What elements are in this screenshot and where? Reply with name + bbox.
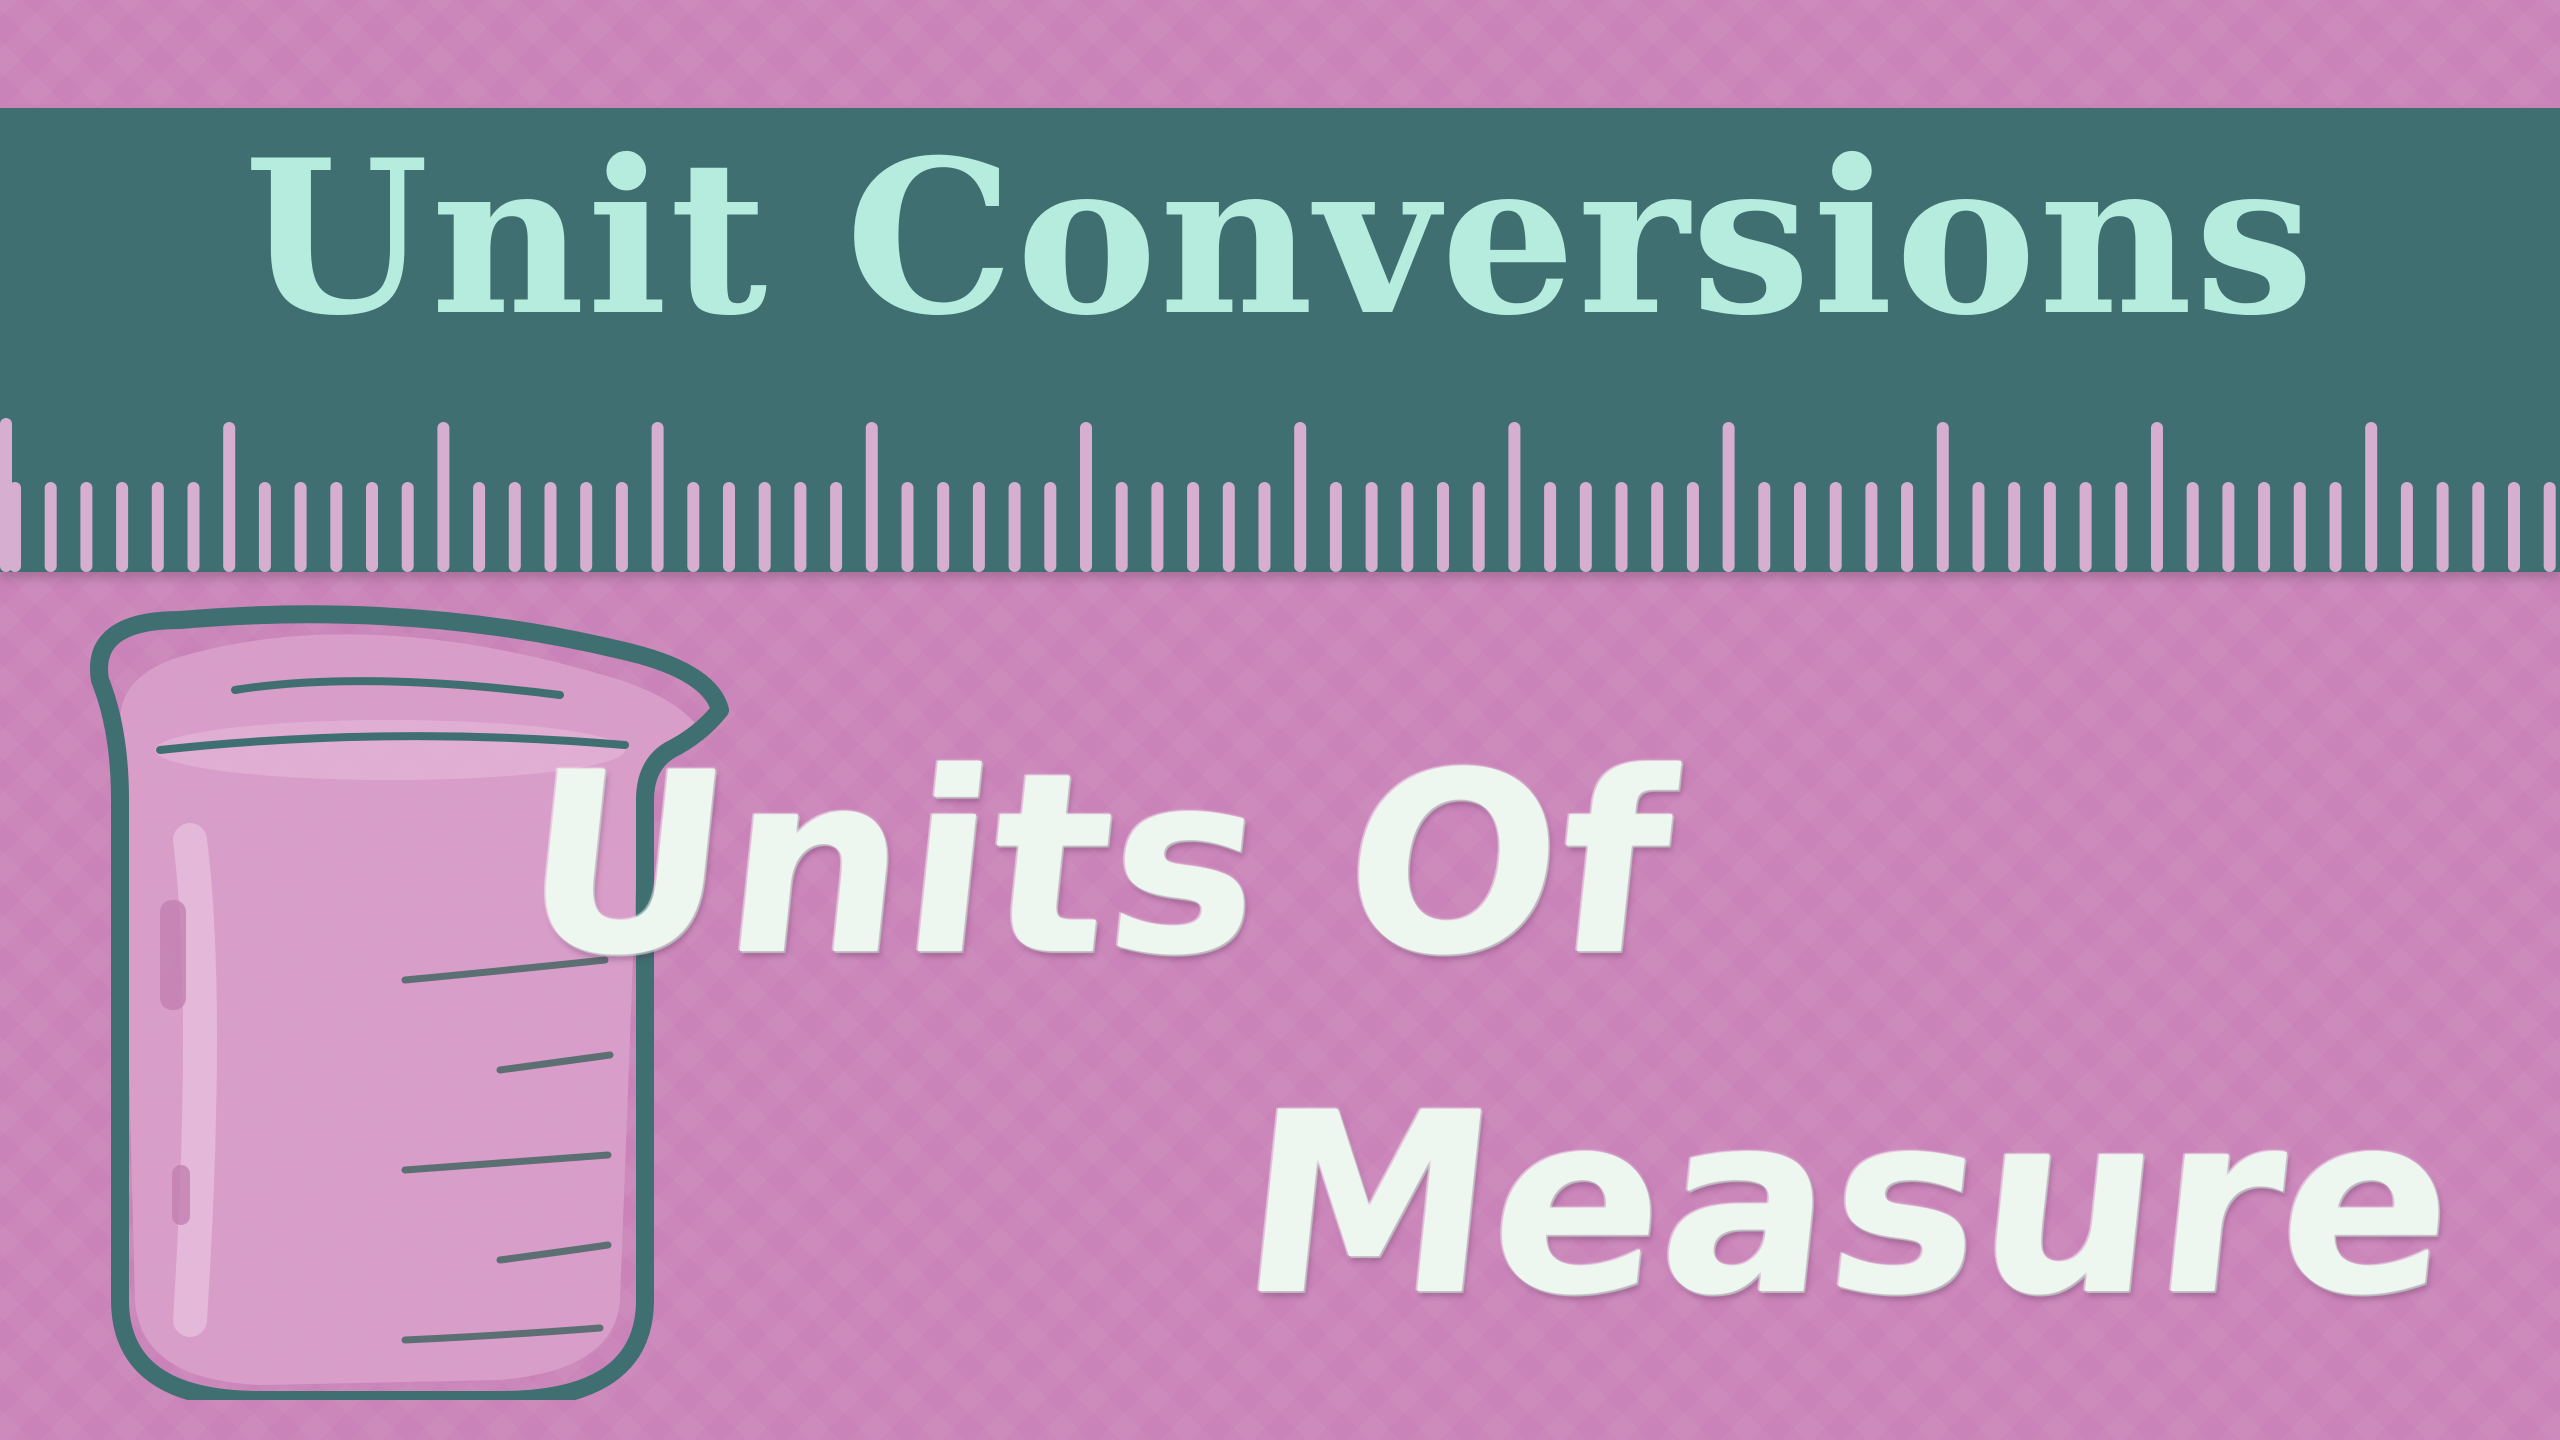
subtitle-line-1: Units Of [509, 719, 1684, 1010]
ruler-tick [1115, 482, 1128, 572]
ruler-tick [2543, 482, 2556, 572]
ruler-tick [2365, 422, 2378, 572]
subtitle-line-2: Measure [1229, 1059, 2468, 1350]
ruler-tick [1258, 482, 1271, 572]
ruler-tick [223, 422, 236, 572]
ruler-tick [1544, 482, 1557, 572]
ruler-tick [1437, 482, 1449, 572]
ruler-tick [2151, 422, 2163, 572]
ruler-tick [1901, 482, 1914, 572]
ruler-tick [44, 482, 57, 572]
ruler-tick [187, 482, 200, 572]
beaker-icon [90, 605, 729, 1400]
ruler-tick [651, 422, 664, 572]
ruler-tick [2186, 482, 2199, 572]
title-banner [0, 108, 2560, 572]
ruler-tick [865, 422, 878, 572]
ruler-tick [0, 418, 12, 572]
ruler-tick [937, 482, 950, 572]
ruler-tick [1401, 482, 1414, 572]
ruler-tick [2400, 482, 2413, 572]
ruler-tick [1008, 482, 1021, 572]
ruler-tick [2293, 482, 2306, 572]
ruler-tick [1187, 482, 1200, 572]
page-title: Unit Conversions [243, 113, 2317, 362]
ruler-tick [687, 482, 700, 572]
ruler-tick [1365, 482, 1378, 572]
ruler-tick [2508, 482, 2520, 572]
ruler-tick [1686, 482, 1699, 572]
ruler-tick [2043, 482, 2056, 572]
ruler-tick [366, 482, 378, 572]
ruler-tick [1615, 482, 1628, 572]
ruler-tick [2472, 482, 2485, 572]
ruler-ticks-icon [0, 418, 2556, 572]
ruler-tick [2115, 482, 2128, 572]
ruler-tick [508, 482, 521, 572]
ruler-tick [2222, 482, 2235, 572]
ruler-tick [723, 482, 735, 572]
ruler-tick [972, 482, 985, 572]
ruler-tick [1829, 482, 1842, 572]
ruler-tick [1651, 482, 1664, 572]
ruler-tick [2258, 482, 2271, 572]
ruler-tick [1329, 482, 1342, 572]
ruler-tick [1758, 482, 1771, 572]
ruler-tick [1865, 482, 1878, 572]
ruler-tick [1472, 482, 1485, 572]
ruler-tick [544, 482, 557, 572]
ruler-tick [1222, 482, 1235, 572]
ruler-tick [401, 482, 414, 572]
ruler-tick [1936, 422, 1949, 572]
ruler-tick [1722, 422, 1735, 572]
ruler-tick [1044, 482, 1057, 572]
ruler-tick [901, 482, 914, 572]
ruler-tick [830, 482, 843, 572]
ruler-tick [116, 482, 129, 572]
ruler-tick [1508, 422, 1521, 572]
ruler-tick [437, 422, 450, 572]
ruler-tick [2008, 482, 2021, 572]
ruler-tick [258, 482, 271, 572]
ruler-tick [2079, 482, 2092, 572]
ruler-tick [1579, 482, 1592, 572]
ruler-tick [794, 482, 807, 572]
ruler-tick [758, 482, 771, 572]
ruler-tick [2436, 482, 2449, 572]
ruler-tick [2329, 482, 2342, 572]
ruler-tick [1080, 422, 1092, 572]
ruler-tick [151, 482, 164, 572]
ruler-tick [615, 482, 628, 572]
ruler-tick [294, 482, 307, 572]
ruler-tick [1794, 482, 1806, 572]
ruler-tick [1294, 422, 1307, 572]
ruler-tick [1972, 482, 1985, 572]
ruler-tick [80, 482, 93, 572]
ruler-tick [473, 482, 486, 572]
ruler-tick [330, 482, 343, 572]
ruler-tick [1151, 482, 1164, 572]
ruler-tick [580, 482, 593, 572]
